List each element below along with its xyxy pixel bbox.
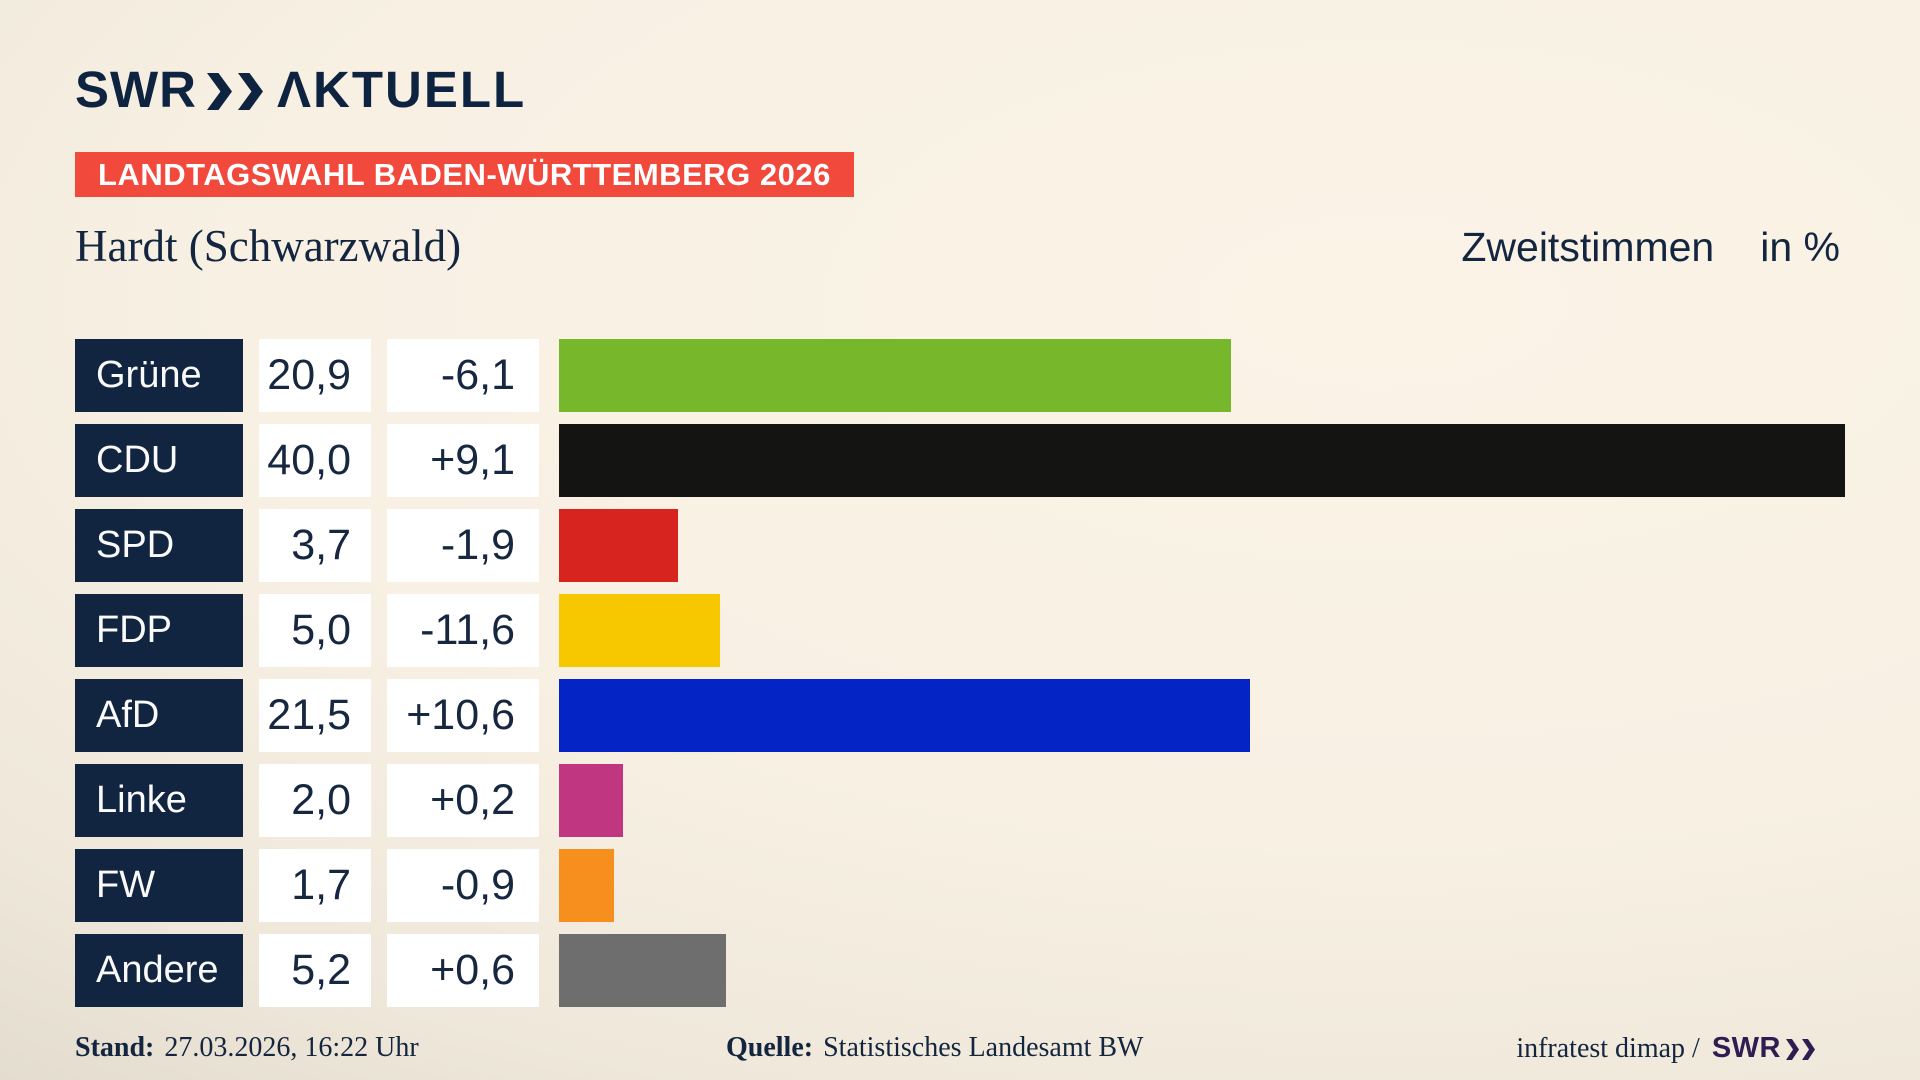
table-row: SPD 3,7 -1,9 <box>75 509 1845 582</box>
results-table: Grüne 20,9 -6,1 CDU 40,0 +9,1 SPD 3,7 -1,9 FDP 5,0… <box>75 339 1845 1019</box>
vote-share-value: 1,7 <box>259 849 371 922</box>
vote-share-value: 5,0 <box>259 594 371 667</box>
vote-share-value: 20,9 <box>259 339 371 412</box>
party-label: FW <box>75 849 243 922</box>
quelle-value: Statistisches Landesamt BW <box>823 1032 1144 1063</box>
vote-share-value: 3,7 <box>259 509 371 582</box>
stand-label: Stand: <box>75 1032 155 1063</box>
swr-footer-logo-text: SWR <box>1711 1032 1781 1064</box>
table-row: Linke 2,0 +0,2 <box>75 764 1845 837</box>
unit-label: in % <box>1760 224 1840 270</box>
swr-aktuell-logo: SWR ΛKTUELL <box>75 64 526 115</box>
swr-logo-text: SWR <box>75 61 197 118</box>
municipality-title: Hardt (Schwarzwald) <box>75 221 462 271</box>
chevron-right-icon <box>206 73 232 110</box>
vote-share-value: 21,5 <box>259 679 371 752</box>
change-value: -11,6 <box>387 594 539 667</box>
change-value: +9,1 <box>387 424 539 497</box>
table-row: Andere 5,2 +0,6 <box>75 934 1845 1007</box>
change-value: +0,6 <box>387 934 539 1007</box>
quelle-label: Quelle: <box>726 1032 814 1063</box>
change-value: +0,2 <box>387 764 539 837</box>
vote-type-label: Zweitstimmen in % <box>1461 224 1840 271</box>
stand-value: 27.03.2026, 16:22 Uhr <box>164 1032 419 1063</box>
election-banner: LANDTAGSWAHL BADEN-WÜRTTEMBERG 2026 <box>75 152 854 197</box>
swr-footer-logo: SWR <box>1712 1032 1815 1065</box>
aktuell-logo-text: ΛKTUELL <box>276 61 527 118</box>
chevron-right-icon <box>1802 1039 1815 1060</box>
change-value: +10,6 <box>387 679 539 752</box>
result-bar <box>559 679 1251 752</box>
source-note: Quelle: Statistisches Landesamt BW <box>726 1032 1143 1064</box>
party-label: CDU <box>75 424 243 497</box>
party-label: FDP <box>75 594 243 667</box>
result-bar <box>559 509 678 582</box>
vote-share-value: 2,0 <box>259 764 371 837</box>
table-row: AfD 21,5 +10,6 <box>75 679 1845 752</box>
result-bar <box>559 424 1845 497</box>
stand-timestamp: Stand: 27.03.2026, 16:22 Uhr <box>75 1032 419 1064</box>
table-row: FW 1,7 -0,9 <box>75 849 1845 922</box>
change-value: -1,9 <box>387 509 539 582</box>
vote-share-value: 5,2 <box>259 934 371 1007</box>
swr-chevrons-icon <box>206 73 263 110</box>
credit-note: infratest dimap / SWR <box>1516 1032 1815 1065</box>
bar-track <box>559 679 1845 752</box>
result-bar <box>559 594 720 667</box>
bar-track <box>559 849 1845 922</box>
bar-track <box>559 339 1845 412</box>
bar-track <box>559 934 1845 1007</box>
chevron-right-icon <box>237 73 263 110</box>
party-label: Andere <box>75 934 243 1007</box>
title-row: Hardt (Schwarzwald) Zweitstimmen in % <box>75 220 1840 272</box>
bar-track <box>559 424 1845 497</box>
chevron-right-icon <box>1786 1039 1799 1060</box>
party-label: AfD <box>75 679 243 752</box>
bar-track <box>559 594 1845 667</box>
party-label: Grüne <box>75 339 243 412</box>
result-bar <box>559 764 624 837</box>
footer: Stand: 27.03.2026, 16:22 Uhr Quelle: Stati… <box>75 1028 1845 1072</box>
credit-text: infratest dimap / <box>1516 1032 1700 1064</box>
party-label: SPD <box>75 509 243 582</box>
change-value: -6,1 <box>387 339 539 412</box>
table-row: FDP 5,0 -11,6 <box>75 594 1845 667</box>
swr-chevrons-icon <box>1786 1039 1815 1060</box>
party-label: Linke <box>75 764 243 837</box>
bar-track <box>559 509 1845 582</box>
result-bar <box>559 339 1231 412</box>
result-bar <box>559 934 727 1007</box>
bar-track <box>559 764 1845 837</box>
result-bar <box>559 849 614 922</box>
change-value: -0,9 <box>387 849 539 922</box>
table-row: Grüne 20,9 -6,1 <box>75 339 1845 412</box>
vote-share-value: 40,0 <box>259 424 371 497</box>
table-row: CDU 40,0 +9,1 <box>75 424 1845 497</box>
measure-label: Zweitstimmen <box>1461 224 1715 270</box>
